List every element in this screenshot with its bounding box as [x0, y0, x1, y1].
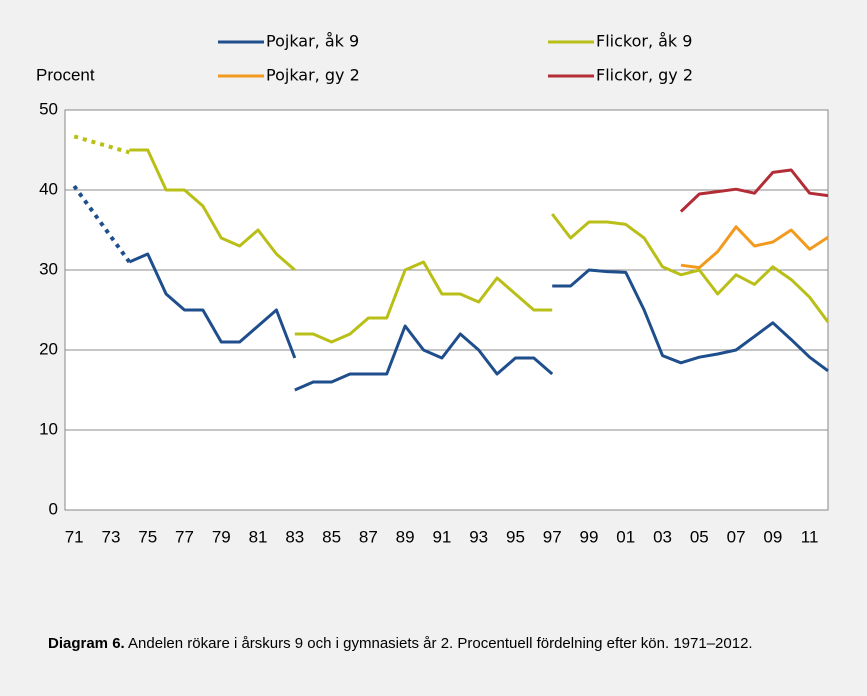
x-tick-label: 75	[138, 527, 157, 546]
x-tick-label: 11	[801, 527, 819, 546]
x-tick-label: 07	[727, 527, 746, 546]
plot-area	[64, 109, 829, 511]
x-tick-label: 87	[359, 527, 378, 546]
series-line	[552, 268, 829, 373]
x-tick-label: 09	[763, 527, 782, 546]
x-tick-label: 01	[616, 527, 635, 546]
series-line	[294, 260, 553, 344]
x-tick-label: 81	[249, 527, 268, 546]
series-line	[129, 148, 296, 272]
y-axis-label: Procent	[36, 65, 95, 84]
y-tick-label: 40	[39, 179, 58, 198]
legend-label: Pojkar, gy 2	[266, 66, 360, 85]
x-tick-label: 97	[543, 527, 562, 546]
x-tick-label: 93	[469, 527, 488, 546]
x-tick-label: 79	[212, 527, 231, 546]
x-tick-label: 99	[580, 527, 599, 546]
x-tick-label: 71	[65, 527, 84, 546]
legend-label: Pojkar, åk 9	[266, 32, 359, 51]
x-tick-label: 95	[506, 527, 525, 546]
x-tick-label: 73	[102, 527, 121, 546]
series-line	[73, 134, 130, 155]
x-tick-label: 05	[690, 527, 709, 546]
x-tick-label: 91	[432, 527, 451, 546]
caption-text: Andelen rökare i årskurs 9 och i gymnasi…	[128, 635, 753, 652]
caption: Diagram 6. Andelen rökare i årskurs 9 oc…	[48, 634, 838, 653]
y-tick-label: 20	[39, 339, 58, 358]
series-line	[680, 225, 829, 270]
y-tick-label: 10	[39, 419, 58, 438]
x-tick-label: 89	[396, 527, 415, 546]
series-line	[128, 252, 297, 359]
series-line	[72, 184, 131, 264]
x-tick-label: 83	[285, 527, 304, 546]
series-line	[551, 213, 830, 323]
y-tick-label: 50	[39, 99, 58, 118]
x-tick-label: 77	[175, 527, 194, 546]
x-tick-label: 85	[322, 527, 341, 546]
x-tick-label: 03	[653, 527, 672, 546]
legend-label: Flickor, åk 9	[596, 32, 692, 51]
caption-label: Diagram 6.	[48, 635, 125, 652]
legend-label: Flickor, gy 2	[596, 66, 693, 85]
y-tick-label: 0	[49, 499, 58, 518]
series-line	[679, 168, 829, 213]
series-line	[294, 324, 554, 392]
y-tick-label: 30	[39, 259, 58, 278]
